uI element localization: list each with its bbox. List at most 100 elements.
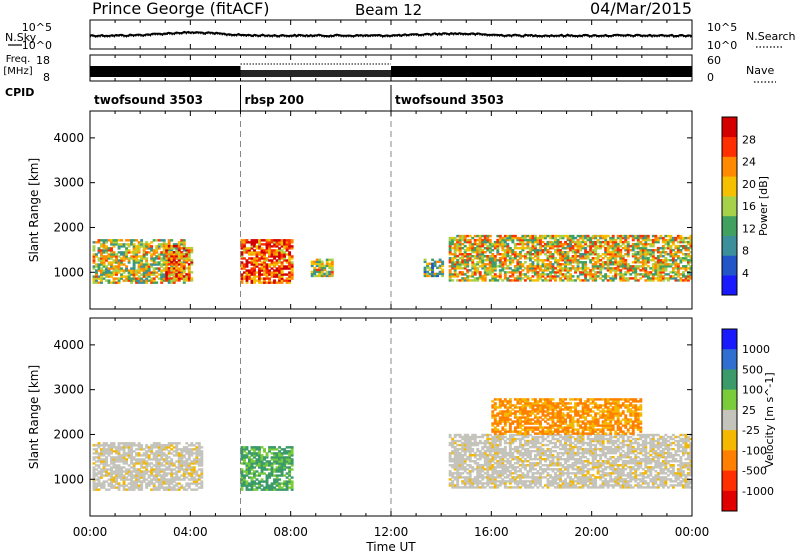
power-cell-0 <box>157 267 161 270</box>
power-cell-5 <box>659 250 663 254</box>
power-cell-5 <box>471 259 475 262</box>
power-cell-5 <box>636 253 640 256</box>
power-cell-5 <box>676 257 680 260</box>
power-cell-5 <box>523 236 527 240</box>
power-cell-5 <box>584 242 588 246</box>
power-cell-5 <box>448 257 452 260</box>
power-cell-2 <box>260 263 264 266</box>
power-cell-5 <box>476 238 480 242</box>
velocity-cell-2 <box>508 455 512 459</box>
power-cell-0 <box>110 273 113 276</box>
velocity-cell-1 <box>253 484 256 487</box>
power-cell-1 <box>187 255 191 258</box>
velocity-cell-0 <box>187 484 191 487</box>
power-cell-2 <box>278 253 282 256</box>
velocity-cell-0 <box>147 482 151 485</box>
velocity-cell-2 <box>533 480 537 483</box>
power-cell-1 <box>177 250 181 254</box>
power-cell-5 <box>541 279 545 282</box>
velocity-cell-2 <box>508 439 512 443</box>
power-cell-5 <box>634 257 638 260</box>
velocity-cell-2 <box>468 480 472 483</box>
velocity-cell-2 <box>559 472 562 475</box>
power-cell-5 <box>576 248 580 252</box>
power-cell-5 <box>576 246 580 250</box>
power-cell-5 <box>646 261 650 264</box>
velocity-cell-0 <box>185 468 189 471</box>
power-cell-5 <box>483 277 487 280</box>
velocity-cell-1 <box>258 456 261 459</box>
velocity-cell-2 <box>458 464 462 467</box>
velocity-cell-2 <box>506 476 510 479</box>
velocity-cell-2 <box>571 441 575 445</box>
power-cell-5 <box>646 238 650 242</box>
velocity-cell-1 <box>288 472 292 475</box>
power-cell-5 <box>523 253 527 256</box>
velocity-cell-0 <box>100 454 103 457</box>
power-cell-2 <box>280 241 284 244</box>
velocity-cell-2 <box>531 468 535 471</box>
power-cell-2 <box>268 259 271 262</box>
power-cell-5 <box>481 242 485 246</box>
velocity-cell-1 <box>240 484 244 487</box>
power-cell-5 <box>486 257 490 260</box>
velocity-cell-2 <box>551 455 555 459</box>
power-cell-5 <box>516 261 520 264</box>
velocity-cell-1 <box>270 462 274 465</box>
power-cell-5 <box>511 275 515 278</box>
power-cell-5 <box>611 246 615 250</box>
power-cell-5 <box>604 240 608 244</box>
power-cell-5 <box>531 240 535 244</box>
power-cell-3 <box>328 262 332 266</box>
velocity-cell-2 <box>574 484 578 487</box>
power-cell-2 <box>240 275 244 278</box>
velocity-cell-0 <box>197 446 201 449</box>
velocity-cell-0 <box>105 474 108 477</box>
velocity-cell-2 <box>491 470 495 473</box>
velocity-cell-0 <box>140 474 144 477</box>
velocity-cell-0 <box>112 442 116 445</box>
velocity-cell-2 <box>466 480 470 483</box>
power-cell-5 <box>448 248 452 252</box>
power-cell-2 <box>250 279 254 282</box>
power-cell-5 <box>671 236 675 240</box>
power-cell-5 <box>501 244 505 248</box>
power-cell-5 <box>513 244 517 248</box>
power-cell-5 <box>564 250 567 254</box>
velocity-cell-0 <box>110 456 113 459</box>
power-cell-5 <box>641 259 645 262</box>
power-cell-5 <box>584 267 588 270</box>
power-cell-5 <box>614 257 618 260</box>
power-cell-5 <box>501 236 505 240</box>
velocity-cell-2 <box>471 484 475 487</box>
velocity-cell-2 <box>476 466 480 469</box>
power-cell-5 <box>614 255 618 258</box>
power-cell-5 <box>546 273 550 276</box>
power-cell-5 <box>586 257 590 260</box>
velocity-cell-1 <box>290 462 294 465</box>
velocity-cell-1 <box>250 472 254 475</box>
velocity-cell-2 <box>488 478 492 481</box>
power-cell-2 <box>245 239 249 242</box>
velocity-cell-1 <box>273 480 277 483</box>
power-cell-5 <box>589 253 593 256</box>
velocity-cell-1 <box>285 482 289 485</box>
velocity-cell-1 <box>275 462 279 465</box>
velocity-cell-0 <box>167 446 171 449</box>
velocity-cell-2 <box>521 472 525 475</box>
power-cell-0 <box>95 273 98 276</box>
velocity-cell-2 <box>518 480 522 483</box>
power-cell-5 <box>581 271 585 274</box>
power-cell-1 <box>190 248 194 252</box>
velocity-cell-2 <box>508 433 512 437</box>
velocity-cell-2 <box>579 445 583 449</box>
power-cell-3 <box>325 274 329 278</box>
velocity-cell-0 <box>137 448 141 451</box>
power-cell-2 <box>278 281 282 284</box>
power-cell-0 <box>150 257 154 260</box>
power-cell-2 <box>258 277 261 280</box>
freq-trace <box>90 63 692 77</box>
power-cell-5 <box>646 277 650 280</box>
velocity-cell-2 <box>483 453 487 457</box>
power-cell-5 <box>684 248 688 252</box>
